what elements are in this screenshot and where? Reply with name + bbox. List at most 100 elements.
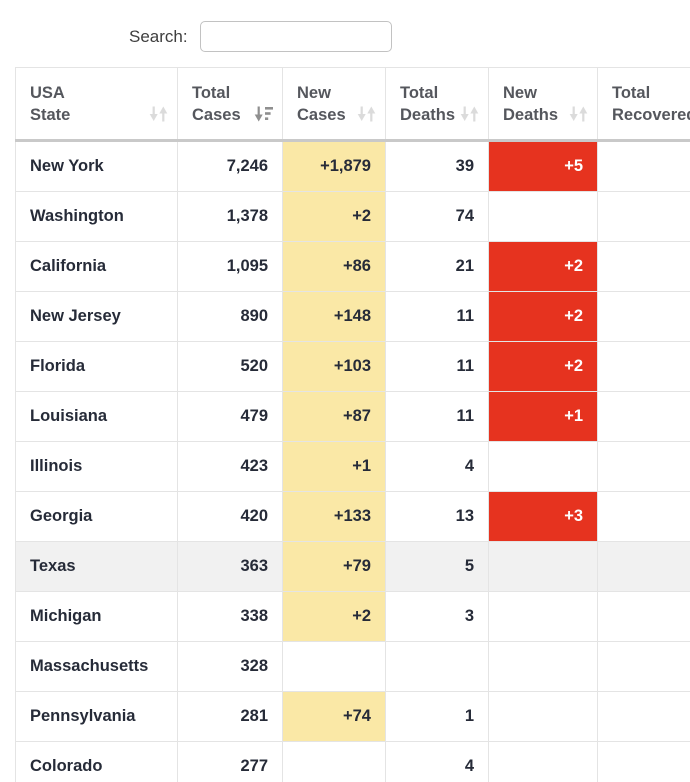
total-deaths-cell: 5: [385, 541, 489, 592]
new-deaths-cell: [488, 541, 598, 592]
table-row: New Jersey 890 +148 11 +2: [15, 291, 690, 342]
column-header-label: New Deaths: [503, 84, 559, 124]
total-deaths-cell: 4: [385, 441, 489, 492]
new-deaths-cell: [488, 641, 598, 692]
total-recovered-cell: [597, 691, 690, 742]
state-cell: Texas: [15, 541, 178, 592]
column-header-new-deaths[interactable]: New Deaths: [488, 67, 598, 142]
total-cases-cell: 479: [177, 391, 283, 442]
total-cases-cell: 7,246: [177, 140, 283, 192]
total-deaths-cell: 4: [385, 741, 489, 782]
table-row: Florida 520 +103 11 +2: [15, 341, 690, 392]
table-row: Colorado 277 4: [15, 741, 690, 782]
total-cases-cell: 338: [177, 591, 283, 642]
table-row: Pennsylvania 281 +74 1: [15, 691, 690, 742]
search-input[interactable]: [199, 21, 392, 52]
state-cell: Louisiana: [15, 391, 178, 442]
state-cell: California: [15, 241, 178, 292]
new-cases-cell: [282, 741, 386, 782]
total-deaths-cell: 1: [385, 691, 489, 742]
table-row: Louisiana 479 +87 11 +1: [15, 391, 690, 442]
search-label: Search:: [129, 27, 188, 46]
new-deaths-cell: +2: [488, 241, 598, 292]
table-row: Texas 363 +79 5: [15, 541, 690, 592]
new-deaths-cell: +3: [488, 491, 598, 542]
new-deaths-cell: [488, 741, 598, 782]
sort-amount-down-icon[interactable]: [254, 106, 273, 122]
total-deaths-cell: 11: [385, 341, 489, 392]
state-cell: Michigan: [15, 591, 178, 642]
sort-both-arrows-icon[interactable]: [569, 106, 588, 122]
total-recovered-cell: [597, 541, 690, 592]
table-row: Illinois 423 +1 4: [15, 441, 690, 492]
table-row: Washington 1,378 +2 74: [15, 191, 690, 242]
new-cases-cell: +74: [282, 691, 386, 742]
new-cases-cell: +2: [282, 591, 386, 642]
states-table-container: USA State Total Cases: [15, 67, 690, 782]
new-cases-cell: +1: [282, 441, 386, 492]
column-header-total-cases[interactable]: Total Cases: [177, 67, 283, 142]
state-cell: Florida: [15, 341, 178, 392]
column-header-total-recovered[interactable]: Total Recovered: [597, 67, 690, 142]
new-deaths-cell: [488, 441, 598, 492]
total-deaths-cell: 39: [385, 140, 489, 192]
sort-both-arrows-icon[interactable]: [149, 106, 168, 122]
state-cell: New Jersey: [15, 291, 178, 342]
new-deaths-cell: [488, 191, 598, 242]
state-cell: Pennsylvania: [15, 691, 178, 742]
table-row: Massachusetts 328: [15, 641, 690, 692]
state-cell: New York: [15, 140, 178, 192]
state-cell: Washington: [15, 191, 178, 242]
total-recovered-cell: [597, 741, 690, 782]
new-deaths-cell: +2: [488, 341, 598, 392]
total-deaths-cell: [385, 641, 489, 692]
state-cell: Georgia: [15, 491, 178, 542]
total-recovered-cell: [597, 641, 690, 692]
total-cases-cell: 281: [177, 691, 283, 742]
table-row: California 1,095 +86 21 +2: [15, 241, 690, 292]
total-deaths-cell: 11: [385, 291, 489, 342]
state-cell: Massachusetts: [15, 641, 178, 692]
total-cases-cell: 1,378: [177, 191, 283, 242]
new-cases-cell: +79: [282, 541, 386, 592]
total-cases-cell: 890: [177, 291, 283, 342]
total-deaths-cell: 3: [385, 591, 489, 642]
total-cases-cell: 363: [177, 541, 283, 592]
total-recovered-cell: [597, 591, 690, 642]
new-cases-cell: +133: [282, 491, 386, 542]
new-cases-cell: +86: [282, 241, 386, 292]
column-header-label: Total Recovered: [612, 84, 690, 124]
column-header-usa-state[interactable]: USA State: [15, 67, 178, 142]
sort-both-arrows-icon[interactable]: [460, 106, 479, 122]
column-header-new-cases[interactable]: New Cases: [282, 67, 386, 142]
table-body: New York 7,246 +1,879 39 +5 Washington 1…: [15, 140, 690, 782]
total-recovered-cell: [597, 291, 690, 342]
total-deaths-cell: 11: [385, 391, 489, 442]
states-table: USA State Total Cases: [15, 67, 690, 782]
state-cell: Colorado: [15, 741, 178, 782]
total-cases-cell: 328: [177, 641, 283, 692]
sort-both-arrows-icon[interactable]: [357, 106, 376, 122]
new-cases-cell: +1,879: [282, 140, 386, 192]
search-bar: Search:: [0, 0, 690, 67]
column-header-label: New Cases: [297, 84, 346, 124]
new-cases-cell: +103: [282, 341, 386, 392]
total-deaths-cell: 13: [385, 491, 489, 542]
total-cases-cell: 1,095: [177, 241, 283, 292]
total-recovered-cell: [597, 191, 690, 242]
column-header-label: USA State: [30, 84, 71, 124]
column-header-total-deaths[interactable]: Total Deaths: [385, 67, 489, 142]
total-deaths-cell: 74: [385, 191, 489, 242]
total-cases-cell: 520: [177, 341, 283, 392]
total-cases-cell: 277: [177, 741, 283, 782]
new-deaths-cell: +2: [488, 291, 598, 342]
new-deaths-cell: +1: [488, 391, 598, 442]
new-deaths-cell: [488, 691, 598, 742]
total-recovered-cell: [597, 391, 690, 442]
total-recovered-cell: [597, 491, 690, 542]
column-header-label: Total Deaths: [400, 84, 456, 124]
total-recovered-cell: [597, 441, 690, 492]
new-cases-cell: [282, 641, 386, 692]
total-deaths-cell: 21: [385, 241, 489, 292]
table-row: New York 7,246 +1,879 39 +5: [15, 140, 690, 192]
